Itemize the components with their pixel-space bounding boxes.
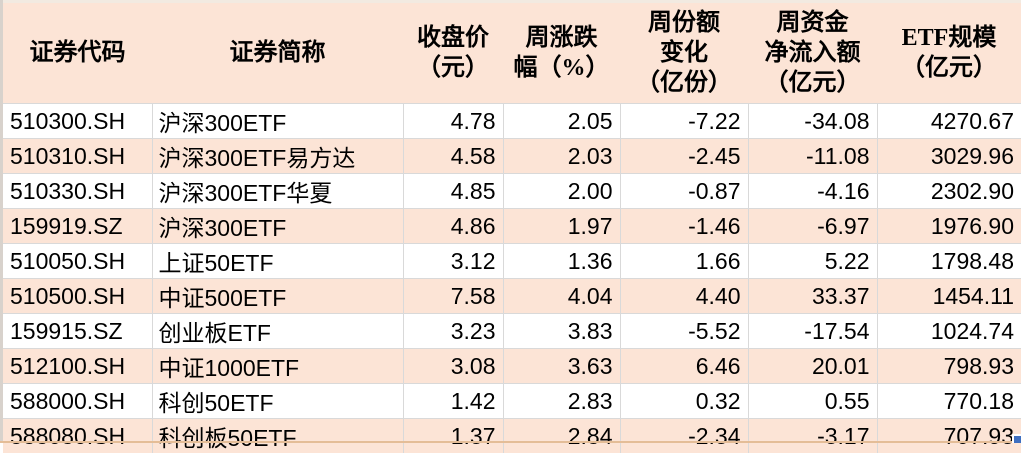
share-change-cell[interactable]: 6.46 (620, 349, 748, 384)
table-row: 588000.SH 科创50ETF 1.42 2.83 0.32 0.55 77… (3, 384, 1021, 419)
share-change-cell[interactable]: 0.32 (620, 384, 748, 419)
share-change-cell[interactable]: -0.87 (620, 174, 748, 209)
etf-scale-cell[interactable]: 1024.74 (877, 314, 1021, 349)
col-header-security-code[interactable]: 证券代码 (3, 3, 152, 104)
col-header-close-price[interactable]: 收盘价 （元） (403, 3, 503, 104)
security-code-cell[interactable]: 510050.SH (3, 244, 152, 279)
etf-table: 证券代码 证券简称 收盘价 （元） 周涨跌 幅（%） 周份额 变化 （亿份） 周… (3, 3, 1021, 453)
share-change-cell[interactable]: 1.66 (620, 244, 748, 279)
security-name-cell[interactable]: 沪深300ETF华夏 (152, 174, 403, 209)
col-header-net-inflow[interactable]: 周资金 净流入额 （亿元） (748, 3, 877, 104)
weekly-change-cell[interactable]: 2.84 (503, 419, 620, 453)
table-row: 510500.SH 中证500ETF 7.58 4.04 4.40 33.37 … (3, 279, 1021, 314)
table-row: 510310.SH 沪深300ETF易方达 4.58 2.03 -2.45 -1… (3, 139, 1021, 174)
close-price-cell[interactable]: 3.12 (403, 244, 503, 279)
share-change-cell[interactable]: -5.52 (620, 314, 748, 349)
weekly-change-cell[interactable]: 2.05 (503, 104, 620, 139)
etf-scale-cell[interactable]: 1454.11 (877, 279, 1021, 314)
net-inflow-cell[interactable]: 0.55 (748, 384, 877, 419)
security-name-cell[interactable]: 沪深300ETF (152, 209, 403, 244)
close-price-cell[interactable]: 4.78 (403, 104, 503, 139)
net-inflow-cell[interactable]: -6.97 (748, 209, 877, 244)
close-price-cell[interactable]: 7.58 (403, 279, 503, 314)
security-code-cell[interactable]: 159915.SZ (3, 314, 152, 349)
weekly-change-cell[interactable]: 1.36 (503, 244, 620, 279)
close-price-cell[interactable]: 3.08 (403, 349, 503, 384)
etf-scale-cell[interactable]: 1976.90 (877, 209, 1021, 244)
share-change-cell[interactable]: 4.40 (620, 279, 748, 314)
security-name-cell[interactable]: 中证1000ETF (152, 349, 403, 384)
net-inflow-cell[interactable]: -34.08 (748, 104, 877, 139)
close-price-cell[interactable]: 4.58 (403, 139, 503, 174)
weekly-change-cell[interactable]: 2.03 (503, 139, 620, 174)
share-change-cell[interactable]: -2.45 (620, 139, 748, 174)
security-code-cell[interactable]: 588080.SH (3, 419, 152, 453)
security-name-cell[interactable]: 沪深300ETF易方达 (152, 139, 403, 174)
security-name-cell[interactable]: 中证500ETF (152, 279, 403, 314)
net-inflow-cell[interactable]: -17.54 (748, 314, 877, 349)
col-header-etf-scale[interactable]: ETF规模 （亿元） (877, 3, 1021, 104)
col-header-weekly-change[interactable]: 周涨跌 幅（%） (503, 3, 620, 104)
etf-scale-cell[interactable]: 770.18 (877, 384, 1021, 419)
left-edge (0, 0, 3, 443)
etf-scale-cell[interactable]: 1798.48 (877, 244, 1021, 279)
weekly-change-cell[interactable]: 1.97 (503, 209, 620, 244)
etf-scale-cell[interactable]: 2302.90 (877, 174, 1021, 209)
weekly-change-cell[interactable]: 3.63 (503, 349, 620, 384)
net-inflow-cell[interactable]: 5.22 (748, 244, 877, 279)
col-header-share-change[interactable]: 周份额 变化 （亿份） (620, 3, 748, 104)
security-code-cell[interactable]: 159919.SZ (3, 209, 152, 244)
security-code-cell[interactable]: 510310.SH (3, 139, 152, 174)
security-code-cell[interactable]: 510500.SH (3, 279, 152, 314)
etf-scale-cell[interactable]: 798.93 (877, 349, 1021, 384)
col-header-security-name[interactable]: 证券简称 (152, 3, 403, 104)
table-row: 588080.SH 科创板50ETF 1.37 2.84 -2.34 -3.17… (3, 419, 1021, 453)
net-inflow-cell[interactable]: 20.01 (748, 349, 877, 384)
security-name-cell[interactable]: 沪深300ETF (152, 104, 403, 139)
etf-scale-cell[interactable]: 4270.67 (877, 104, 1021, 139)
close-price-cell[interactable]: 4.85 (403, 174, 503, 209)
security-name-cell[interactable]: 创业板ETF (152, 314, 403, 349)
weekly-change-cell[interactable]: 4.04 (503, 279, 620, 314)
close-price-cell[interactable]: 1.37 (403, 419, 503, 453)
security-name-cell[interactable]: 科创50ETF (152, 384, 403, 419)
share-change-cell[interactable]: -2.34 (620, 419, 748, 453)
header-row: 证券代码 证券简称 收盘价 （元） 周涨跌 幅（%） 周份额 变化 （亿份） 周… (3, 3, 1021, 104)
weekly-change-cell[interactable]: 2.83 (503, 384, 620, 419)
security-code-cell[interactable]: 510300.SH (3, 104, 152, 139)
security-name-cell[interactable]: 上证50ETF (152, 244, 403, 279)
security-code-cell[interactable]: 512100.SH (3, 349, 152, 384)
table-row: 510330.SH 沪深300ETF华夏 4.85 2.00 -0.87 -4.… (3, 174, 1021, 209)
table-row: 512100.SH 中证1000ETF 3.08 3.63 6.46 20.01… (3, 349, 1021, 384)
net-inflow-cell[interactable]: -3.17 (748, 419, 877, 453)
security-code-cell[interactable]: 588000.SH (3, 384, 152, 419)
close-price-cell[interactable]: 4.86 (403, 209, 503, 244)
weekly-change-cell[interactable]: 3.83 (503, 314, 620, 349)
weekly-change-cell[interactable]: 2.00 (503, 174, 620, 209)
security-code-cell[interactable]: 510330.SH (3, 174, 152, 209)
security-name-cell[interactable]: 科创板50ETF (152, 419, 403, 453)
selection-fill-handle[interactable] (1012, 434, 1021, 443)
top-edge (0, 0, 1021, 3)
net-inflow-cell[interactable]: -4.16 (748, 174, 877, 209)
spreadsheet-region: 证券代码 证券简称 收盘价 （元） 周涨跌 幅（%） 周份额 变化 （亿份） 周… (0, 0, 1021, 443)
table-row: 159915.SZ 创业板ETF 3.23 3.83 -5.52 -17.54 … (3, 314, 1021, 349)
close-price-cell[interactable]: 3.23 (403, 314, 503, 349)
etf-scale-cell[interactable]: 707.93 (877, 419, 1021, 453)
table-row: 510050.SH 上证50ETF 3.12 1.36 1.66 5.22 17… (3, 244, 1021, 279)
close-price-cell[interactable]: 1.42 (403, 384, 503, 419)
net-inflow-cell[interactable]: 33.37 (748, 279, 877, 314)
share-change-cell[interactable]: -1.46 (620, 209, 748, 244)
share-change-cell[interactable]: -7.22 (620, 104, 748, 139)
table-row: 159919.SZ 沪深300ETF 4.86 1.97 -1.46 -6.97… (3, 209, 1021, 244)
table-row: 510300.SH 沪深300ETF 4.78 2.05 -7.22 -34.0… (3, 104, 1021, 139)
etf-scale-cell[interactable]: 3029.96 (877, 139, 1021, 174)
net-inflow-cell[interactable]: -11.08 (748, 139, 877, 174)
